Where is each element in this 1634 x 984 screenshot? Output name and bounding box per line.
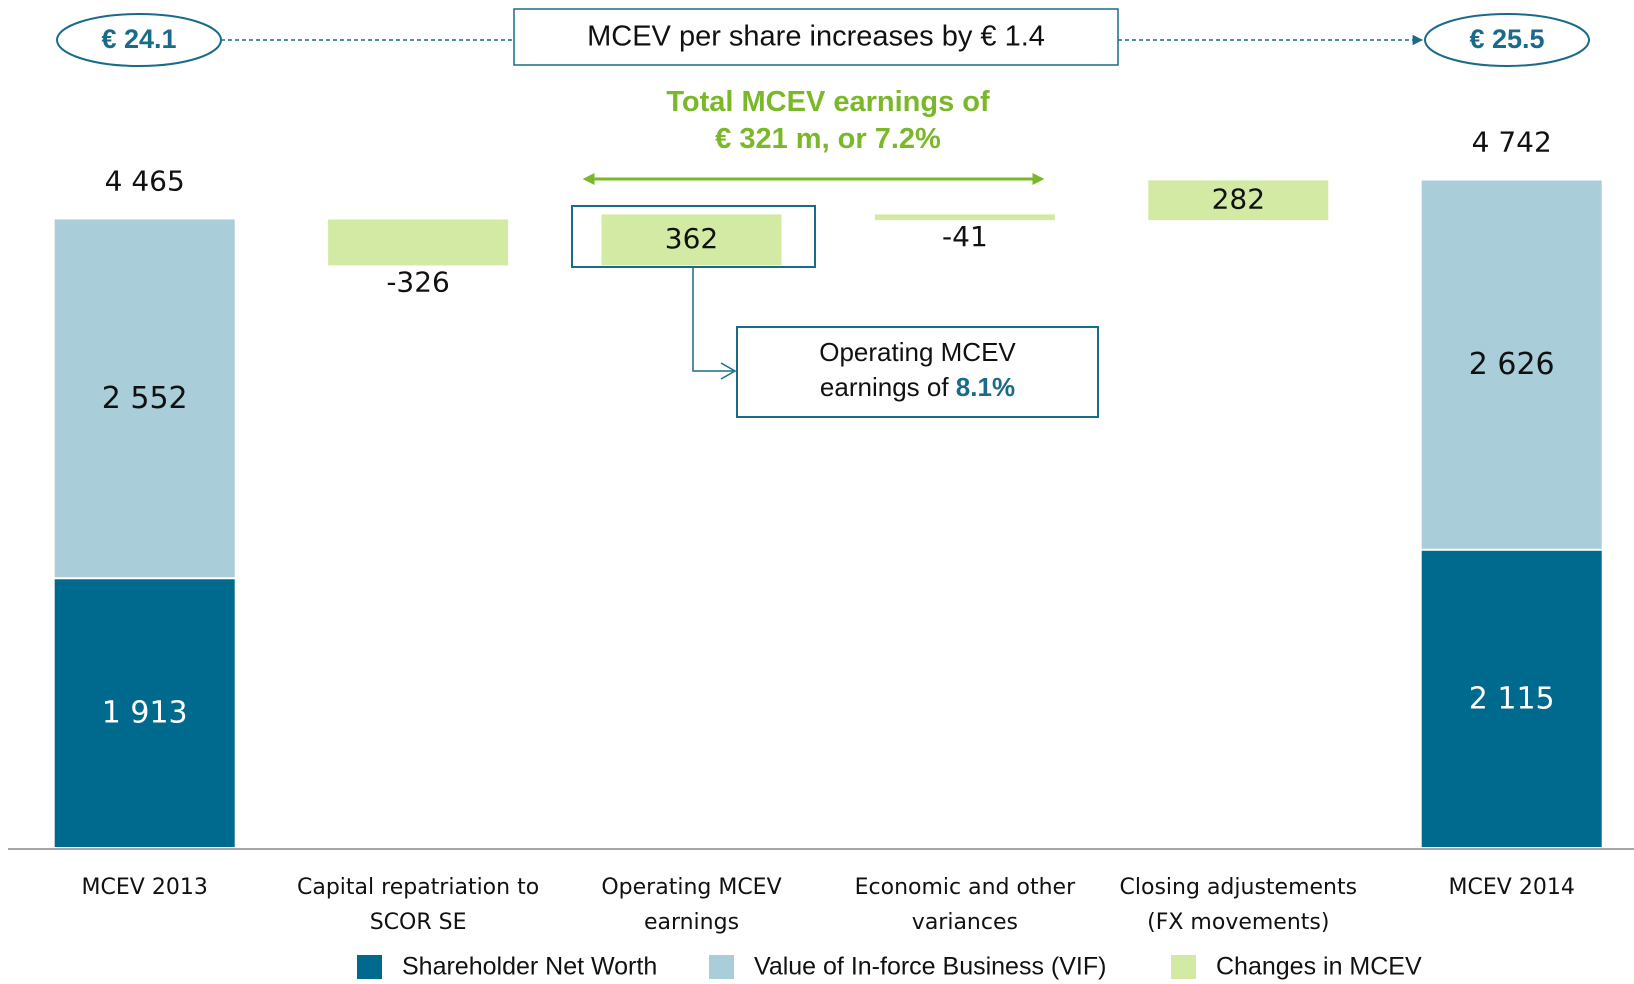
change-bar (874, 214, 1055, 221)
bar-segment (1421, 180, 1602, 549)
change-bar (1148, 180, 1329, 221)
note-arrowhead (720, 362, 737, 380)
value-label: 2 115 (1469, 681, 1555, 716)
x-tick-label: Operating MCEV earnings (601, 875, 782, 935)
value-label: 1 913 (102, 696, 188, 731)
legend-label: Shareholder Net Worth (402, 953, 657, 981)
value-label: 2 552 (102, 381, 188, 416)
headline-box (513, 8, 1119, 66)
change-bar (601, 214, 782, 266)
value-label: 362 (665, 222, 718, 255)
bar-segment (54, 579, 235, 847)
x-tick-label: Capital repatriation to SCOR SE (297, 875, 540, 935)
bar-segment (1421, 550, 1602, 847)
change-bar (328, 219, 509, 266)
legend-swatch (1171, 955, 1196, 979)
value-label: -41 (942, 220, 988, 253)
note-highlight: 8.1% (955, 372, 1016, 402)
x-tick-label: Economic and other variances (854, 875, 1076, 935)
legend-label: Value of In-force Business (VIF) (754, 953, 1106, 981)
note-box (736, 326, 1099, 418)
note-connector (692, 267, 733, 372)
start-oval (56, 13, 222, 67)
total-earnings: Total MCEV earnings of € 321 m, or 7.2% (666, 86, 990, 155)
legend-label: Changes in MCEV (1216, 953, 1422, 981)
value-label: 282 (1212, 182, 1265, 215)
value-label: -326 (386, 265, 450, 298)
x-tick-label: Closing adjustements (FX movements) (1119, 875, 1358, 935)
total-label: 4 742 (1472, 125, 1552, 158)
value-label: 2 626 (1469, 347, 1555, 382)
x-tick-label: MCEV 2013 (81, 875, 208, 900)
bar-segment (54, 219, 235, 578)
x-tick-label: MCEV 2014 (1448, 875, 1575, 900)
end-label: € 25.5 (1469, 24, 1544, 54)
note-text: Operating MCEV earnings of (819, 337, 1016, 402)
total-label: 4 465 (105, 164, 185, 197)
legend-swatch (709, 955, 734, 979)
headline: MCEV per share increases by € 1.4 (587, 21, 1045, 53)
end-oval (1424, 13, 1590, 67)
start-label: € 24.1 (101, 24, 176, 54)
operating-note: Operating MCEV earnings of 8.1% (737, 335, 1098, 405)
legend-swatch (357, 955, 382, 979)
